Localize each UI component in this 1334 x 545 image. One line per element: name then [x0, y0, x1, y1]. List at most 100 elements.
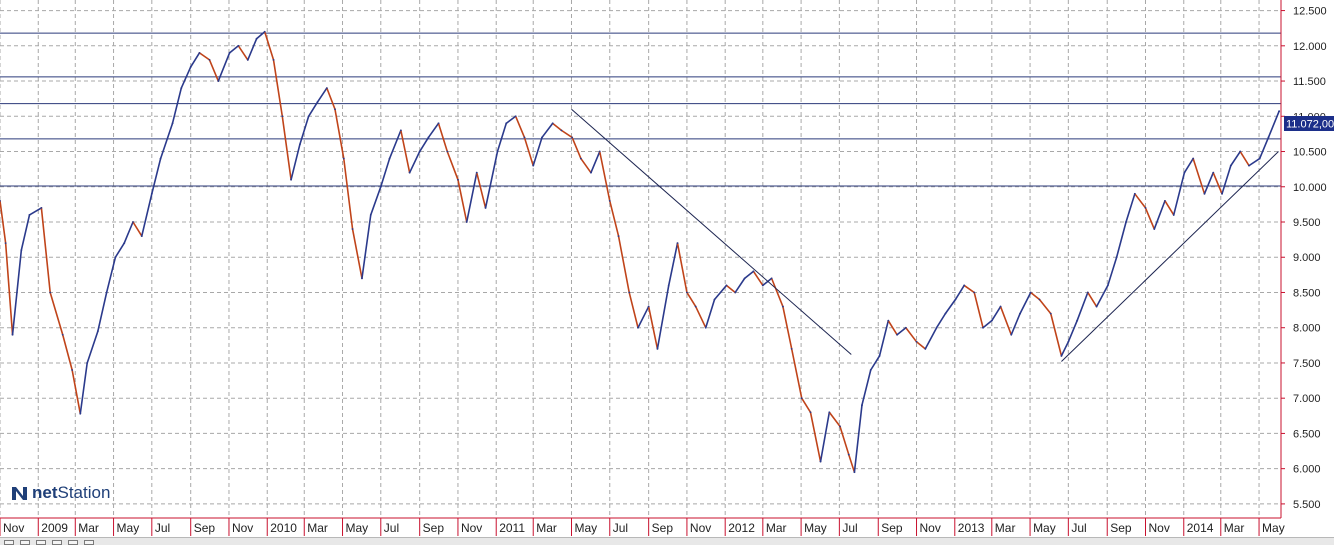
price-segment — [281, 115, 292, 181]
price-segment — [1153, 200, 1166, 230]
price-point — [694, 305, 697, 308]
price-point — [982, 326, 984, 329]
price-point — [770, 277, 773, 280]
price-point — [734, 291, 737, 294]
y-tick-label: 6.500 — [1293, 428, 1321, 440]
price-segment — [427, 122, 440, 139]
price-segment — [878, 319, 890, 357]
price-segment — [896, 326, 907, 336]
price-segment — [28, 207, 43, 216]
price-segment — [369, 185, 382, 216]
price-segment — [1212, 171, 1223, 195]
x-tick-label: Mar — [995, 521, 1016, 535]
price-point — [973, 291, 976, 294]
price-segment — [1134, 193, 1147, 209]
price-segment — [61, 333, 73, 371]
price-point — [676, 242, 679, 245]
price-segment — [523, 136, 535, 167]
price-series — [0, 30, 1281, 474]
price-point — [1010, 333, 1013, 336]
price-point — [924, 347, 927, 350]
price-segment — [457, 178, 468, 223]
x-tick-label: 2011 — [499, 521, 525, 535]
price-point — [571, 136, 574, 139]
price-segment — [982, 319, 993, 329]
trendline — [571, 108, 852, 355]
price-segment — [189, 52, 201, 68]
zoom-out-icon[interactable] — [52, 540, 62, 545]
price-segment — [1230, 150, 1242, 167]
price-point — [1076, 319, 1079, 322]
price-point — [1192, 157, 1195, 160]
price-point — [1239, 150, 1242, 153]
price-segment — [105, 256, 117, 294]
x-tick-label: Sep — [423, 521, 445, 535]
price-point — [189, 66, 192, 68]
price-point — [263, 30, 266, 33]
price-point — [198, 51, 201, 54]
price-point — [1019, 312, 1021, 315]
price-point — [647, 305, 650, 308]
price-point — [1067, 340, 1070, 343]
zoom-icon[interactable] — [36, 540, 46, 545]
logo-text: Station — [57, 483, 111, 502]
settings-icon[interactable] — [84, 540, 94, 545]
y-tick-label: 10.000 — [1293, 182, 1327, 194]
price-point — [598, 150, 601, 153]
x-tick-label: Nov — [920, 521, 941, 535]
price-segment — [954, 284, 966, 301]
price-segment — [694, 305, 707, 329]
price-segment — [263, 30, 275, 61]
price-point — [608, 199, 611, 202]
price-point — [1172, 214, 1175, 216]
price-segment — [647, 305, 659, 350]
price-point — [1086, 291, 1089, 294]
price-point — [351, 228, 354, 230]
x-tick-label: Nov — [1148, 521, 1169, 535]
cursor-icon[interactable] — [4, 540, 14, 545]
price-point — [379, 185, 382, 188]
price-segment — [551, 122, 563, 132]
price-segment — [290, 143, 301, 181]
x-tick-label: May — [1262, 521, 1285, 535]
refresh-icon[interactable] — [68, 540, 78, 545]
price-segment — [1267, 110, 1280, 139]
price-point — [752, 270, 755, 273]
price-segment — [686, 291, 697, 308]
price-segment — [342, 157, 354, 230]
price-point — [637, 326, 639, 329]
price-point — [496, 150, 499, 153]
price-point — [1212, 171, 1215, 174]
price-point — [150, 192, 153, 195]
x-tick-label: 2013 — [958, 521, 985, 535]
price-segment — [935, 312, 947, 329]
price-point — [1133, 192, 1136, 195]
price-segment — [656, 284, 670, 350]
price-segment — [1107, 256, 1118, 287]
price-point — [399, 129, 402, 132]
price-point — [628, 291, 631, 294]
price-point — [1221, 192, 1223, 195]
price-point — [437, 122, 440, 125]
price-point — [904, 326, 907, 329]
price-segment — [1183, 157, 1194, 174]
price-point — [1125, 221, 1127, 223]
price-segment — [351, 228, 363, 280]
price-segment — [734, 277, 746, 294]
price-segment — [869, 355, 881, 371]
price-point — [514, 115, 517, 118]
price-label-box — [1284, 116, 1334, 131]
y-tick-label: 7.000 — [1293, 393, 1321, 405]
price-segment — [1164, 200, 1175, 216]
x-tick-label: Jul — [613, 521, 628, 535]
price-point — [1203, 192, 1206, 195]
price-point — [342, 157, 345, 160]
netstation-logo: net Station — [11, 483, 110, 503]
price-segment — [514, 115, 526, 139]
crosshair-icon[interactable] — [20, 540, 30, 545]
price-point — [457, 178, 459, 181]
price-segment — [725, 284, 737, 294]
price-segment — [151, 157, 162, 195]
